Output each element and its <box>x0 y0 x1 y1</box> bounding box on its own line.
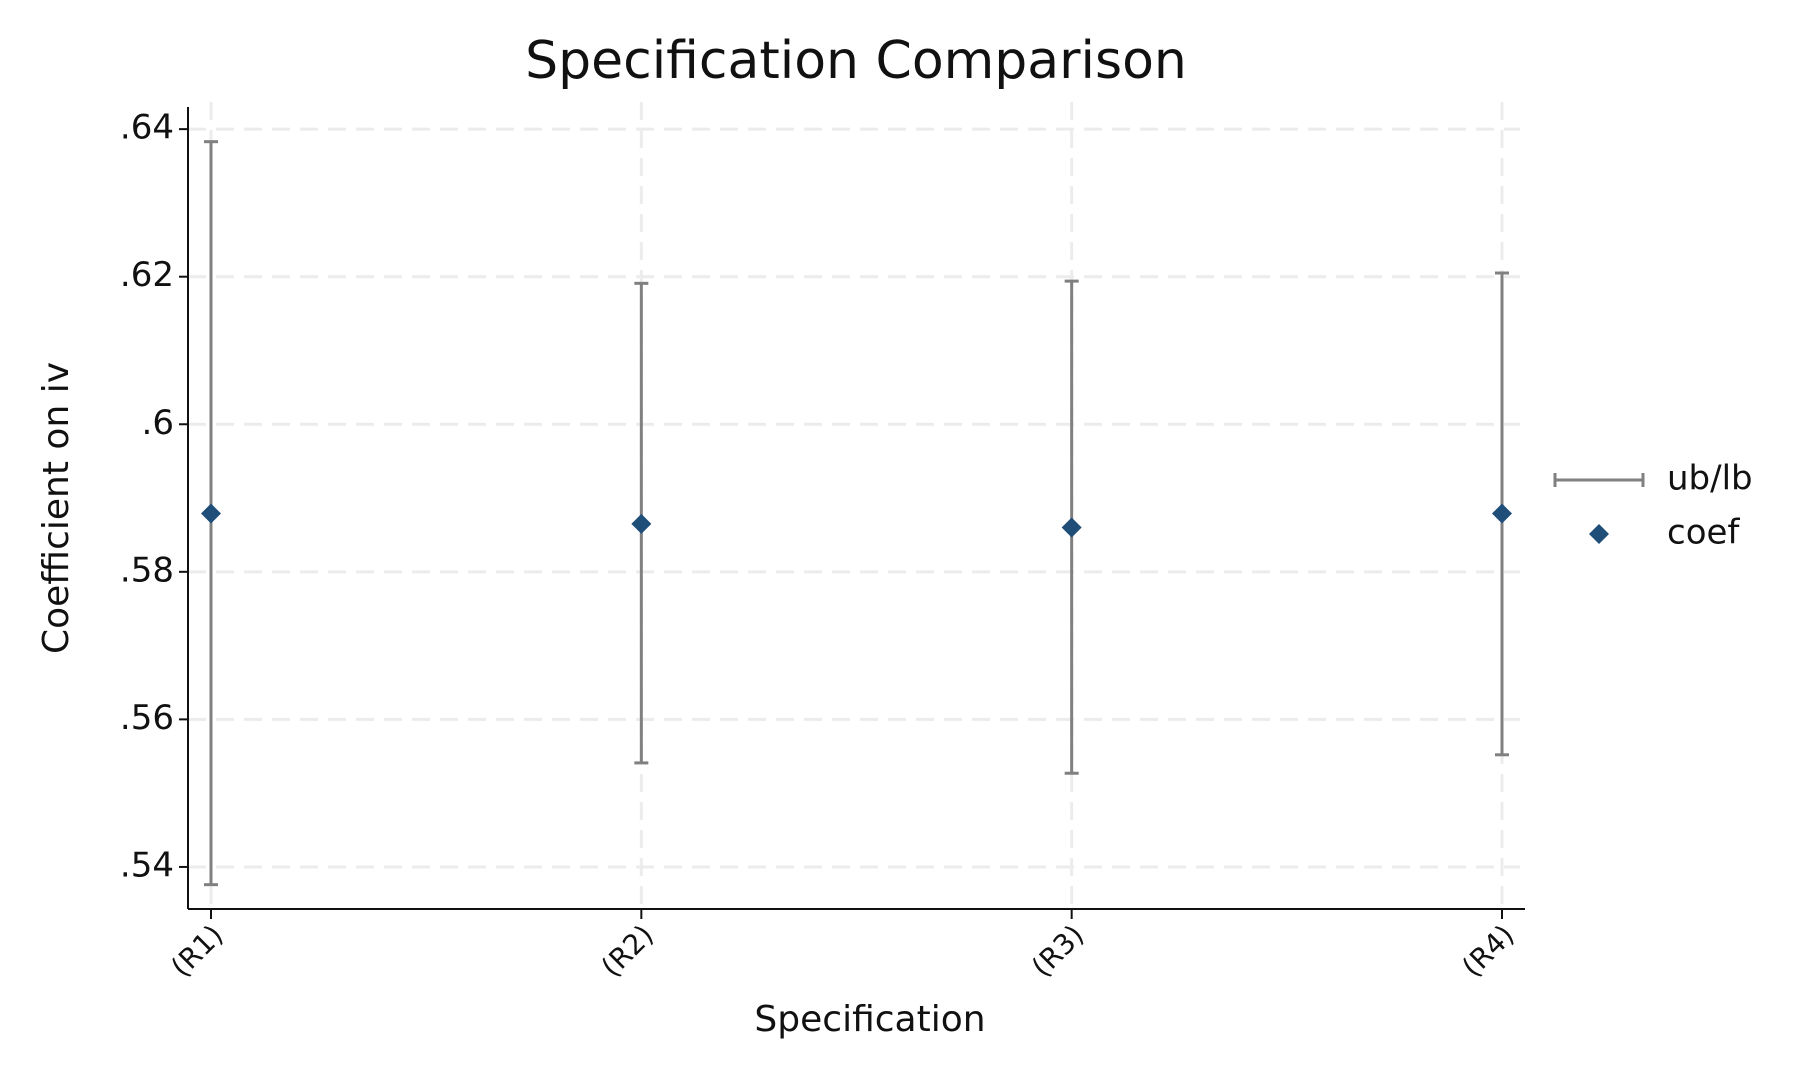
y-tick-label: .64 <box>120 108 174 148</box>
legend-swatch <box>1589 524 1609 544</box>
x-tick-label: (R4) <box>1455 918 1520 983</box>
coef-marker <box>631 513 652 534</box>
y-axis-title: Coefficient on iv <box>36 362 77 654</box>
coef-marker <box>201 503 221 524</box>
chart-title: Specification Comparison <box>525 31 1187 91</box>
y-tick-label: .56 <box>120 698 174 738</box>
x-tick-label: (R3) <box>1025 918 1090 983</box>
x-tick-label: (R1) <box>164 918 229 983</box>
y-tick-label: .6 <box>142 403 174 443</box>
y-tick-label: .58 <box>120 550 174 590</box>
y-tick-label: .54 <box>120 845 174 885</box>
x-axis-title: Specification <box>754 999 985 1040</box>
y-tick-label: .62 <box>120 255 174 295</box>
coef-marker <box>1492 503 1512 524</box>
legend-label: coef <box>1667 513 1740 553</box>
coef-marker <box>1061 517 1082 538</box>
x-tick-label: (R2) <box>595 918 660 983</box>
legend-label: ub/lb <box>1667 459 1753 499</box>
